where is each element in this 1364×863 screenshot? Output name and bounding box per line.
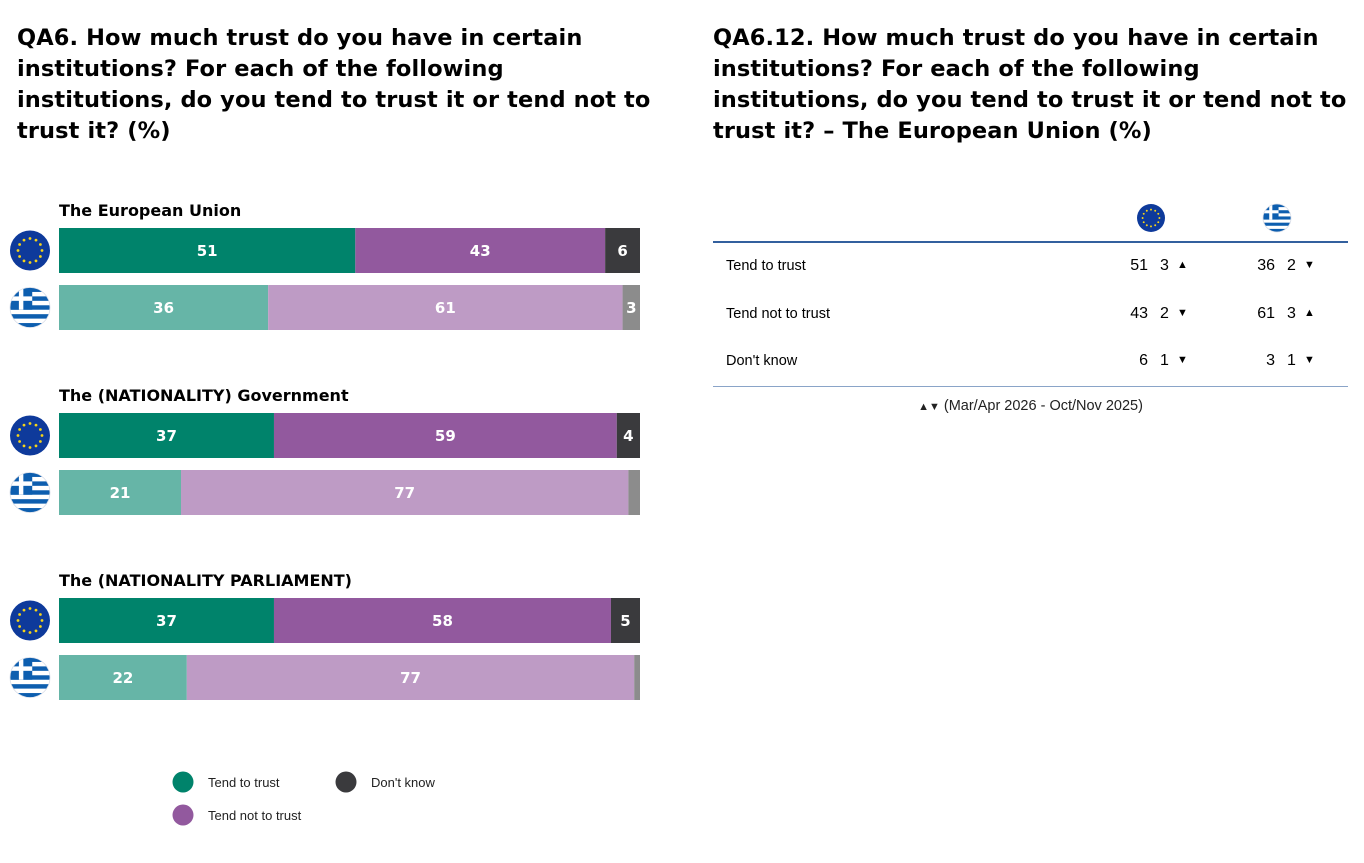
eu-change: 1 (1160, 352, 1169, 369)
group-title: The European Union (59, 201, 241, 220)
greece-flag-icon (9, 472, 51, 513)
bar-value-label: 4 (623, 427, 633, 445)
eu-value: 43 (1130, 304, 1148, 322)
down-arrow-icon: ▼ (928, 401, 940, 413)
bar-value-label: 37 (156, 427, 177, 445)
up-arrow-icon: ▲ (1304, 306, 1315, 319)
bar-value-label: 6 (617, 242, 627, 260)
greece-flag-shape (1262, 203, 1292, 233)
down-arrow-icon: ▼ (1177, 306, 1188, 319)
eu-change: 2 (1160, 304, 1169, 322)
gr-value: 36 (1257, 257, 1275, 274)
footnote-text: (Mar/Apr 2026 - Oct/Nov 2025) (943, 398, 1143, 414)
bar-segment-trust (59, 598, 274, 643)
bar-value-label: 58 (432, 612, 453, 630)
row-label: Tend not to trust (726, 305, 830, 322)
bar-segment-not-trust (181, 470, 629, 515)
greece-flag-icon (9, 287, 51, 328)
legend-swatch (172, 804, 194, 826)
bar-segment-dont-know (605, 228, 640, 273)
group-title: The (NATIONALITY) Government (59, 386, 349, 405)
bar-value-label: 5 (620, 612, 630, 630)
bar-value-label: 3 (626, 299, 636, 317)
bar-segment-not-trust (273, 598, 611, 643)
eu-flag-icon (10, 415, 50, 456)
down-arrow-icon: ▼ (1304, 354, 1315, 366)
eu-flag-shape (1137, 204, 1165, 232)
bar-value-label: 51 (197, 242, 218, 260)
bar-value-label: 36 (153, 299, 174, 317)
table-bottom-rule (713, 385, 1348, 387)
bar-segment-trust (59, 470, 182, 515)
table-row: Tend to trust 51 3 ▲ 36 2 ▼ (713, 243, 1348, 291)
legend-label: Tend not to trust (208, 808, 302, 823)
bar-value-label: 59 (435, 427, 456, 445)
greece-flag-icon (9, 657, 51, 698)
eu-flag-icon (10, 230, 50, 271)
bar-segment-trust (59, 228, 356, 273)
bar-segment-dont-know (610, 598, 640, 643)
eu-value: 51 (1130, 257, 1148, 274)
eu-value: 6 (1139, 352, 1148, 369)
bar-segment-not-trust (355, 228, 606, 273)
group-title: The (NATIONALITY PARLIAMENT) (59, 571, 352, 590)
bar-segment-trust (59, 655, 187, 700)
eu-flag-icon (10, 600, 50, 641)
legend-label: Don't know (371, 775, 436, 790)
bar-value-label: 61 (435, 299, 456, 317)
bar-segment-dont-know (622, 285, 640, 330)
legend-label: Tend to trust (208, 775, 280, 790)
bar-value-label: 37 (156, 612, 177, 630)
legend-swatch (172, 771, 194, 793)
stacked-bar-chart: The European Union 51 43 6 36 61 3 The (NATIONA… (9, 201, 640, 826)
bar-segment-not-trust (268, 285, 623, 330)
gr-value: 3 (1266, 352, 1275, 369)
down-arrow-icon: ▼ (1177, 354, 1188, 366)
bar-segment-trust (59, 285, 269, 330)
bar-segment-trust (59, 413, 274, 458)
bar-value-label: 22 (112, 669, 133, 687)
gr-value: 61 (1257, 304, 1275, 322)
table-header (713, 195, 1348, 243)
legend-swatch (335, 771, 357, 793)
eu-change: 3 (1160, 257, 1169, 274)
row-label: Tend to trust (726, 258, 806, 274)
trust-table: Tend to trust 51 3 ▲ 36 2 ▼ Tend not to trust 43… (713, 195, 1348, 387)
bar-segment-dont-know (634, 655, 640, 700)
row-label: Don't know (726, 353, 798, 369)
bar-segment-not-trust (186, 655, 635, 700)
gr-change: 3 (1287, 304, 1296, 322)
eu-flag-icon (1137, 204, 1165, 232)
bar-value-label: 77 (394, 484, 415, 502)
bar-value-label: 43 (470, 242, 491, 260)
table-row: Don't know 6 1 ▼ 3 1 ▼ (713, 338, 1348, 386)
right-table-title: QA6.12. How much trust do you have in ce… (713, 25, 1347, 144)
down-arrow-icon: ▼ (1304, 259, 1315, 271)
bar-segment-not-trust (273, 413, 617, 458)
greece-flag-icon (1262, 203, 1292, 233)
left-chart-title: QA6. How much trust do you have in certa… (17, 25, 651, 144)
gr-change: 2 (1287, 257, 1296, 274)
up-arrow-icon: ▲ (1177, 259, 1188, 271)
up-arrow-icon: ▲ (918, 401, 929, 413)
bar-value-label: 21 (110, 484, 131, 502)
table-body: Tend to trust 51 3 ▲ 36 2 ▼ Tend not to trust 43… (713, 243, 1348, 386)
gr-change: 1 (1287, 352, 1296, 369)
table-footnote: ▲▼ (Mar/Apr 2026 - Oct/Nov 2025) (713, 398, 1348, 414)
table-row: Tend not to trust 43 2 ▼ 61 3 ▲ (713, 291, 1348, 339)
bar-segment-dont-know (616, 413, 640, 458)
bar-segment-dont-know (628, 470, 640, 515)
bar-value-label: 77 (400, 669, 421, 687)
